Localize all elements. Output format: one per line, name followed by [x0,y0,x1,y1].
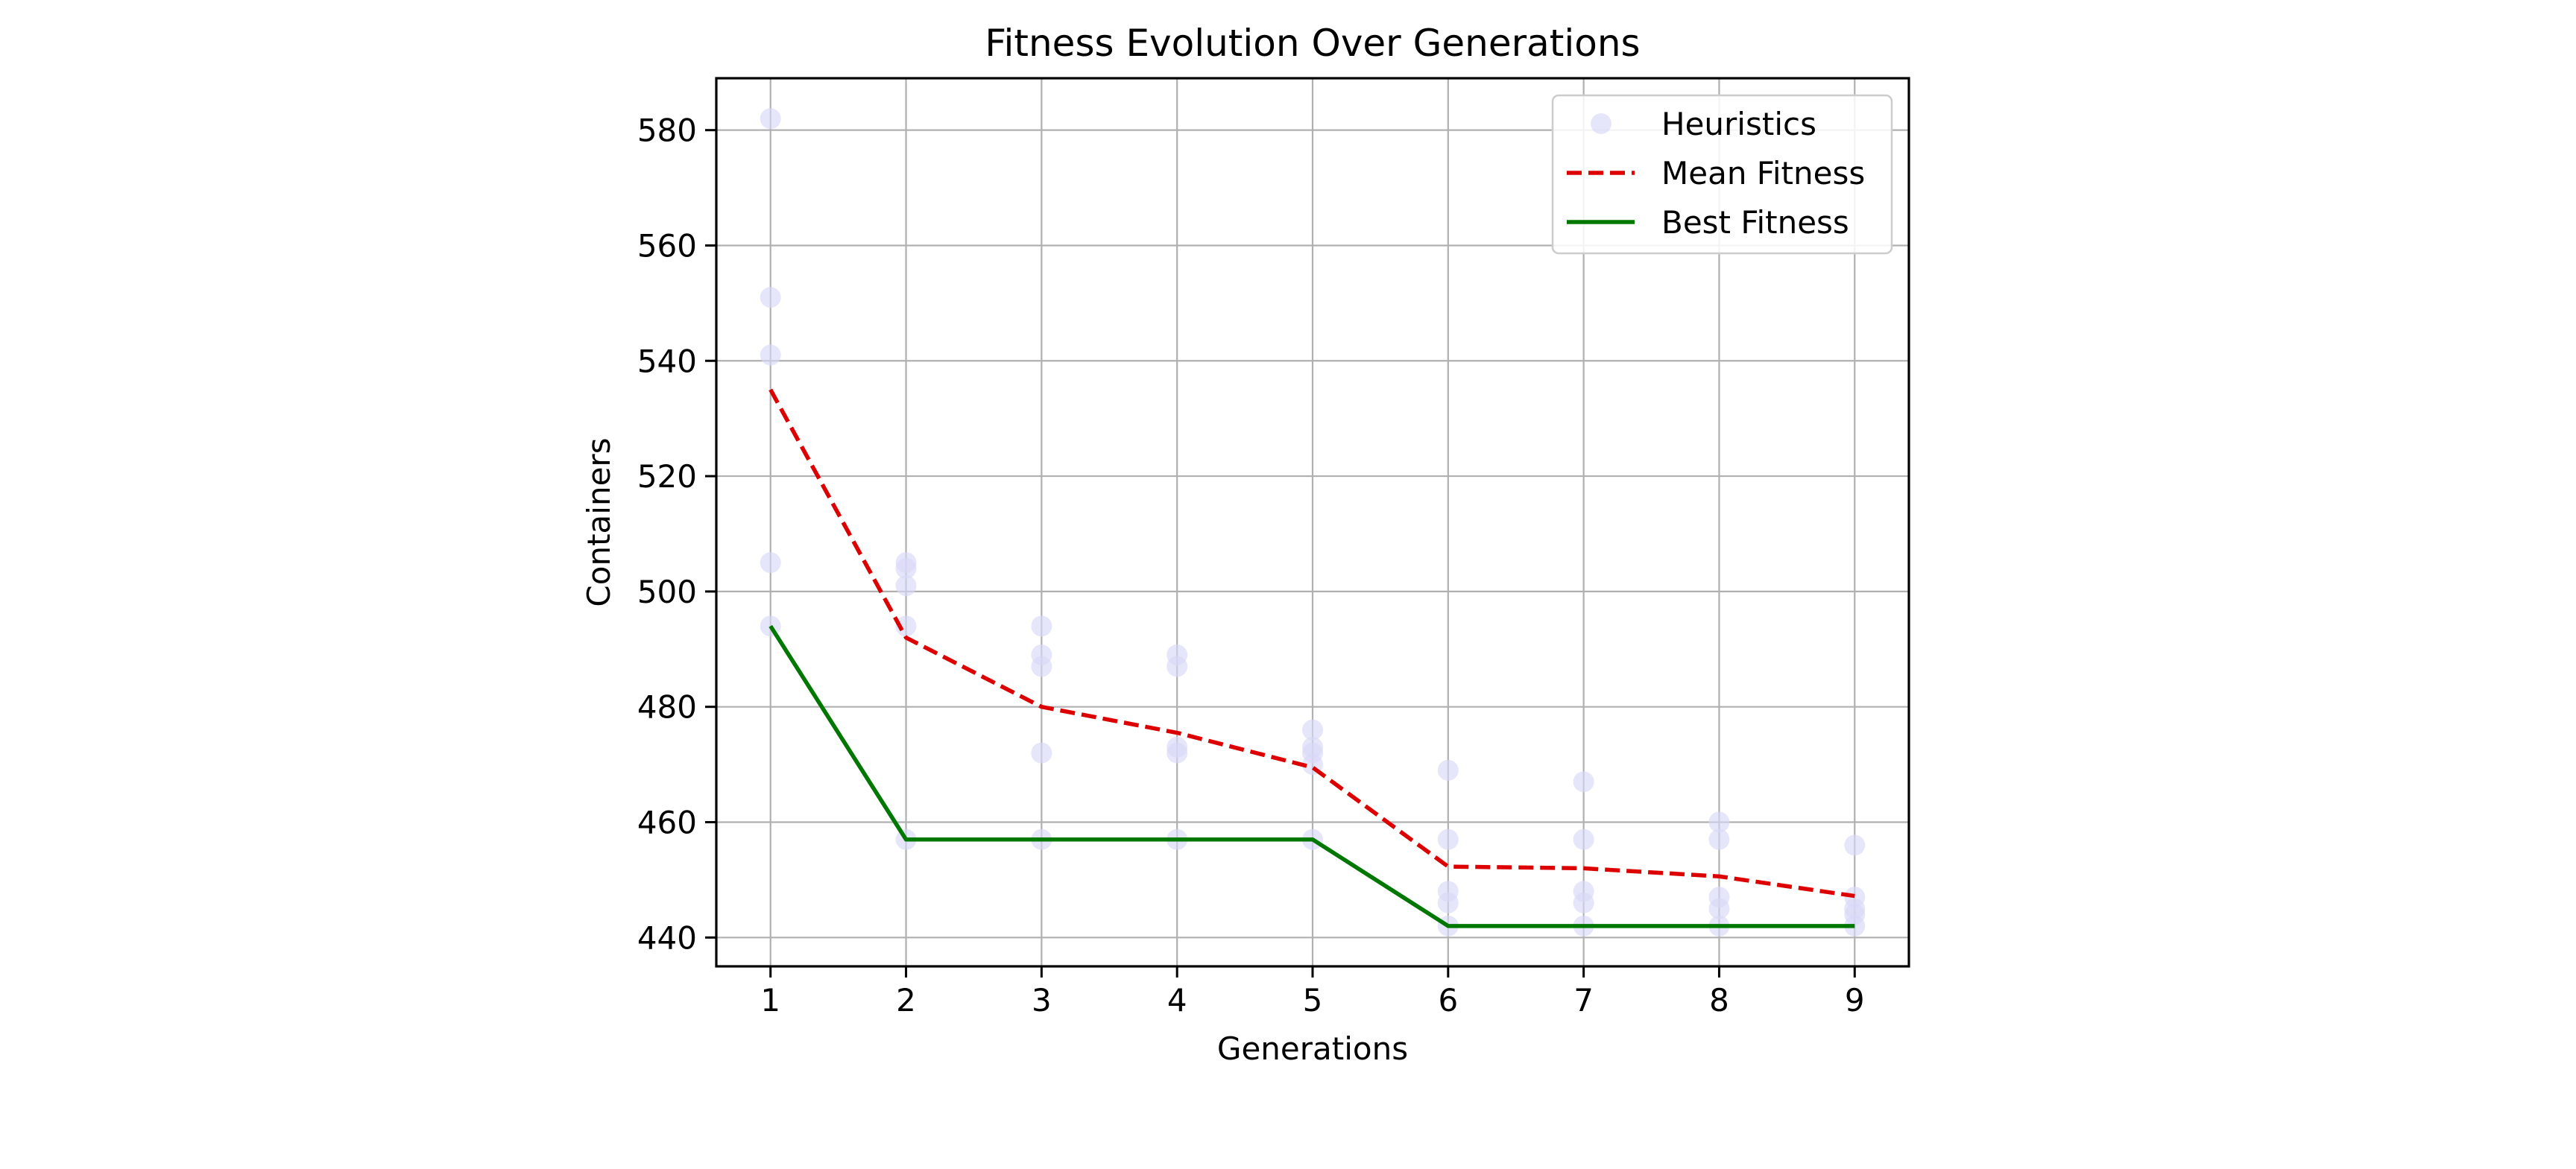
legend-label-mean-fitness: Mean Fitness [1661,155,1865,191]
legend-label-heuristics: Heuristics [1661,106,1816,142]
legend-label-best-fitness: Best Fitness [1661,204,1849,241]
heuristic-point [1708,829,1730,850]
y-tick-label: 540 [637,343,697,379]
y-tick-label: 560 [637,227,697,264]
heuristic-point [1437,759,1459,781]
y-tick-label: 500 [637,574,697,610]
x-tick-label: 6 [1438,982,1458,1018]
heuristic-point [895,557,917,579]
x-tick-label: 3 [1032,982,1052,1018]
heuristics-scatter [760,108,1866,937]
legend-marker-heuristics [1591,113,1611,134]
heuristic-point [1031,615,1052,637]
heuristic-point [760,344,781,366]
legend-box [1551,94,1893,255]
heuristic-point [1708,811,1730,833]
axis-ticks: 1 2 3 4 5 6 7 8 9 440 460 480 500 520 540 560 580 [637,113,1865,1018]
y-tick-label: 520 [637,458,697,495]
heuristic-point [895,575,917,597]
heuristic-point [1573,771,1594,793]
chart-title: Fitness Evolution Over Generations [985,22,1640,65]
y-tick-label: 580 [637,113,697,149]
heuristic-point [1167,742,1188,764]
heuristic-point [1031,742,1052,764]
best-fitness-line [768,624,1855,928]
heuristic-point [895,615,917,637]
heuristic-point [1844,834,1866,856]
y-axis-label: Containers [581,437,617,606]
mean-fitness-line [768,388,1855,899]
heuristic-point [760,552,781,574]
x-tick-label: 9 [1845,982,1865,1018]
x-tick-label: 4 [1167,982,1187,1018]
x-tick-label: 5 [1303,982,1323,1018]
heuristic-point [1167,656,1188,677]
x-tick-label: 2 [896,982,916,1018]
heuristic-point [1437,829,1459,850]
heuristic-point [1437,892,1459,913]
heuristic-point [1708,898,1730,919]
fitness-lines [768,388,1855,928]
y-tick-label: 440 [637,919,697,956]
legend: Heuristics Mean Fitness Best Fitness [1551,94,1893,255]
heuristic-point [1302,719,1323,741]
y-tick-label: 480 [637,689,697,726]
y-tick-label: 460 [637,804,697,840]
heuristic-point [1031,656,1052,677]
heuristic-point [760,108,781,130]
x-tick-label: 7 [1573,982,1594,1018]
x-tick-label: 1 [760,982,780,1018]
heuristic-point [1573,829,1594,850]
x-tick-label: 8 [1709,982,1729,1018]
grid [716,78,1909,966]
heuristic-point [760,287,781,308]
heuristic-point [1573,892,1594,913]
x-axis-label: Generations [1217,1030,1408,1067]
